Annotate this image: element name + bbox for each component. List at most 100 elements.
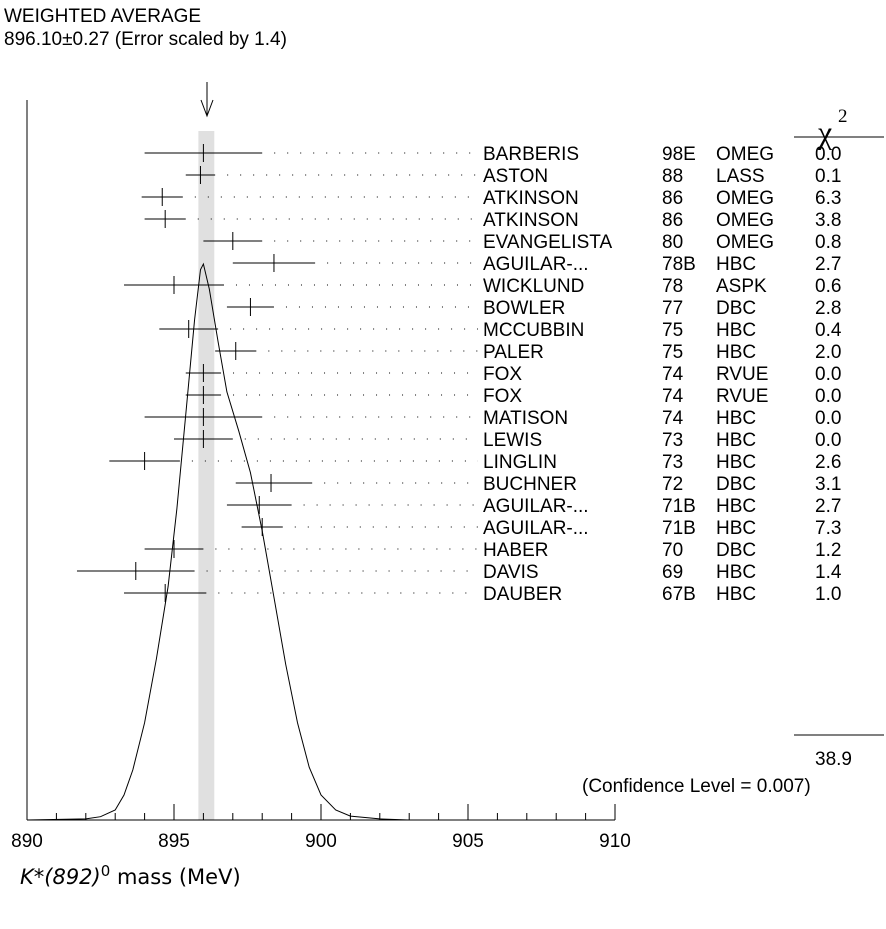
technique-label: HBC xyxy=(716,496,756,517)
author-label: FOX xyxy=(483,364,522,385)
chi2-total: 38.9 xyxy=(815,749,852,770)
year-label: 88 xyxy=(662,166,683,187)
year-label: 71B xyxy=(662,518,696,539)
x-tick-label: 900 xyxy=(305,831,337,852)
author-label: LINGLIN xyxy=(483,452,557,473)
year-label: 74 xyxy=(662,408,684,429)
chi2-label: 2.7 xyxy=(815,254,841,275)
year-label: 77 xyxy=(662,298,683,319)
year-label: 73 xyxy=(662,430,683,451)
technique-label: OMEG xyxy=(716,210,774,231)
confidence-level: (Confidence Level = 0.007) xyxy=(582,776,811,797)
chi2-label: 1.0 xyxy=(815,584,841,605)
year-label: 69 xyxy=(662,562,683,583)
chi2-label: 6.3 xyxy=(815,188,841,209)
technique-label: HBC xyxy=(716,452,756,473)
year-label: 86 xyxy=(662,210,683,231)
year-label: 70 xyxy=(662,540,683,561)
chi2-label: 0.8 xyxy=(815,232,841,253)
author-label: ATKINSON xyxy=(483,188,579,209)
year-label: 75 xyxy=(662,342,683,363)
technique-label: RVUE xyxy=(716,386,768,407)
author-label: AGUILAR-... xyxy=(483,518,589,539)
author-label: BOWLER xyxy=(483,298,565,319)
technique-label: RVUE xyxy=(716,364,768,385)
year-label: 78 xyxy=(662,276,683,297)
author-label: AGUILAR-... xyxy=(483,496,589,517)
year-label: 71B xyxy=(662,496,696,517)
year-label: 74 xyxy=(662,364,684,385)
technique-label: HBC xyxy=(716,254,756,275)
year-label: 73 xyxy=(662,452,683,473)
author-label: LEWIS xyxy=(483,430,542,451)
chi2-label: 0.0 xyxy=(815,430,841,451)
technique-label: DBC xyxy=(716,540,756,561)
x-tick-label: 890 xyxy=(11,831,43,852)
technique-label: DBC xyxy=(716,298,756,319)
year-label: 86 xyxy=(662,188,683,209)
author-label: AGUILAR-... xyxy=(483,254,589,275)
author-label: PALER xyxy=(483,342,544,363)
ideogram-curve xyxy=(26,262,615,821)
weighted-average-value: 896.10±0.27 (Error scaled by 1.4) xyxy=(4,29,287,50)
year-label: 67B xyxy=(662,584,696,605)
chi2-label: 0.1 xyxy=(815,166,841,187)
technique-label: DBC xyxy=(716,474,756,495)
chi2-label: 2.0 xyxy=(815,342,841,363)
year-label: 75 xyxy=(662,320,683,341)
technique-label: LASS xyxy=(716,166,765,187)
author-label: BUCHNER xyxy=(483,474,577,495)
x-tick-label: 905 xyxy=(452,831,484,852)
year-label: 98E xyxy=(662,144,696,165)
technique-label: OMEG xyxy=(716,144,774,165)
chi2-header: χ xyxy=(817,114,833,150)
author-label: DAUBER xyxy=(483,584,562,605)
technique-label: HBC xyxy=(716,342,756,363)
author-label: DAVIS xyxy=(483,562,539,583)
author-label: FOX xyxy=(483,386,522,407)
chi2-label: 0.6 xyxy=(815,276,841,297)
technique-label: OMEG xyxy=(716,188,774,209)
x-tick-label: 895 xyxy=(158,831,190,852)
author-label: EVANGELISTA xyxy=(483,232,612,253)
weighted-average-title: WEIGHTED AVERAGE xyxy=(4,6,202,27)
author-label: BARBERIS xyxy=(483,144,579,165)
chi2-label: 7.3 xyxy=(815,518,841,539)
technique-label: HBC xyxy=(716,408,756,429)
technique-label: OMEG xyxy=(716,232,774,253)
chi2-label: 1.2 xyxy=(815,540,841,561)
author-label: HABER xyxy=(483,540,548,561)
year-label: 74 xyxy=(662,386,684,407)
year-label: 80 xyxy=(662,232,683,253)
chi2-label: 0.0 xyxy=(815,386,841,407)
author-label: MATISON xyxy=(483,408,568,429)
technique-label: ASPK xyxy=(716,276,767,297)
technique-label: HBC xyxy=(716,430,756,451)
author-label: MCCUBBIN xyxy=(483,320,584,341)
author-label: ASTON xyxy=(483,166,548,187)
chi2-label: 3.8 xyxy=(815,210,841,231)
technique-label: HBC xyxy=(716,584,756,605)
chi2-header-sup: 2 xyxy=(838,106,848,127)
technique-label: HBC xyxy=(716,320,756,341)
x-axis-label-rest: mass (MeV) xyxy=(110,865,241,889)
x-axis-label-sup: 0 xyxy=(100,862,111,880)
year-label: 72 xyxy=(662,474,683,495)
technique-label: HBC xyxy=(716,518,756,539)
chi2-label: 3.1 xyxy=(815,474,841,495)
chi2-label: 2.8 xyxy=(815,298,841,319)
x-axis-label-main: K*(892) xyxy=(20,865,101,889)
chi2-label: 2.6 xyxy=(815,452,841,473)
author-label: ATKINSON xyxy=(483,210,579,231)
chi2-label: 1.4 xyxy=(815,562,842,583)
x-axis-label: K*(892)0 mass (MeV) xyxy=(20,862,241,889)
chi2-label: 0.0 xyxy=(815,408,841,429)
chi2-label: 0.0 xyxy=(815,144,841,165)
chi2-label: 0.0 xyxy=(815,364,841,385)
weighted-average-band xyxy=(198,131,215,820)
year-label: 78B xyxy=(662,254,696,275)
chi2-label: 2.7 xyxy=(815,496,841,517)
technique-label: HBC xyxy=(716,562,756,583)
chi2-label: 0.4 xyxy=(815,320,842,341)
